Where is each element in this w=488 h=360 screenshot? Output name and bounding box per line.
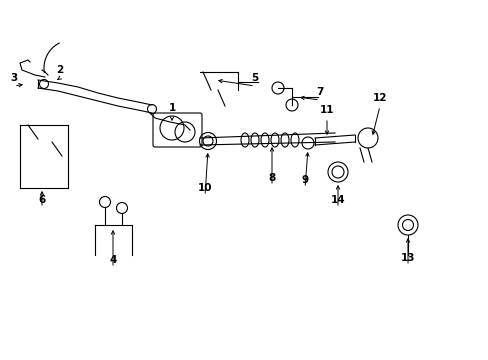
Text: 6: 6 [38, 195, 45, 205]
Text: 11: 11 [319, 105, 334, 115]
Text: 1: 1 [168, 103, 175, 113]
Text: 8: 8 [268, 173, 275, 183]
Text: 10: 10 [197, 183, 212, 193]
Text: 7: 7 [316, 87, 323, 97]
Text: 2: 2 [56, 65, 63, 75]
Text: 4: 4 [109, 255, 117, 265]
Text: 9: 9 [301, 175, 308, 185]
Text: 14: 14 [330, 195, 345, 205]
Text: 3: 3 [10, 73, 18, 83]
Text: 12: 12 [372, 93, 386, 103]
Text: 13: 13 [400, 253, 414, 263]
Text: 5: 5 [251, 73, 258, 83]
